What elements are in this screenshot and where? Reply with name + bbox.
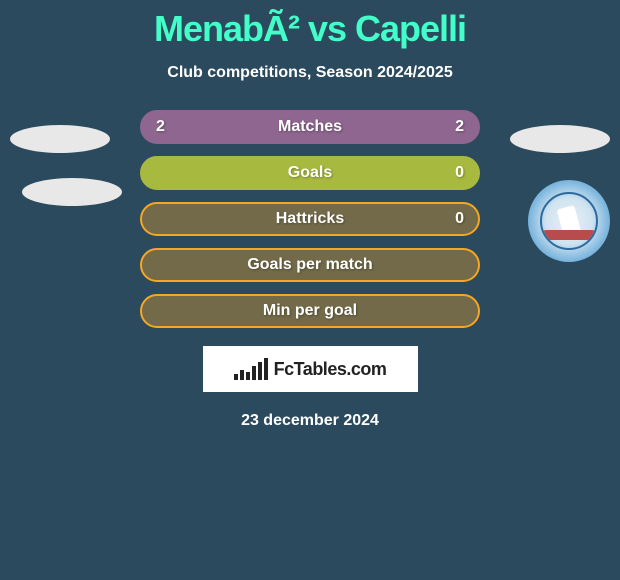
brand-bars-icon — [234, 358, 268, 380]
brand-text: FcTables.com — [274, 359, 387, 380]
bar-goals-per-match: Goals per match — [140, 248, 480, 282]
matches-label: Matches — [278, 118, 342, 136]
mpg-label: Min per goal — [263, 302, 357, 320]
hattricks-right-value: 0 — [455, 210, 464, 228]
matches-left-value: 2 — [156, 118, 165, 136]
stat-row-min-per-goal: Min per goal — [0, 294, 620, 328]
right-placeholder-1 — [510, 125, 610, 153]
goals-right-value: 0 — [455, 164, 464, 182]
stat-row-goals-per-match: Goals per match — [0, 248, 620, 282]
page-title: MenabÃ² vs Capelli — [0, 0, 620, 50]
left-placeholder-1 — [10, 125, 110, 153]
gpm-label: Goals per match — [247, 256, 372, 274]
brand-box[interactable]: FcTables.com — [203, 346, 418, 392]
left-placeholder-2 — [22, 178, 122, 206]
bar-hattricks: Hattricks 0 — [140, 202, 480, 236]
stat-row-hattricks: Hattricks 0 — [0, 202, 620, 236]
subtitle: Club competitions, Season 2024/2025 — [0, 64, 620, 82]
goals-label: Goals — [288, 164, 332, 182]
hattricks-label: Hattricks — [276, 210, 344, 228]
date-label: 23 december 2024 — [0, 412, 620, 430]
bar-min-per-goal: Min per goal — [140, 294, 480, 328]
matches-right-value: 2 — [455, 118, 464, 136]
bar-goals: Goals 0 — [140, 156, 480, 190]
bar-matches: 2 Matches 2 — [140, 110, 480, 144]
team-badge-right — [528, 180, 610, 262]
